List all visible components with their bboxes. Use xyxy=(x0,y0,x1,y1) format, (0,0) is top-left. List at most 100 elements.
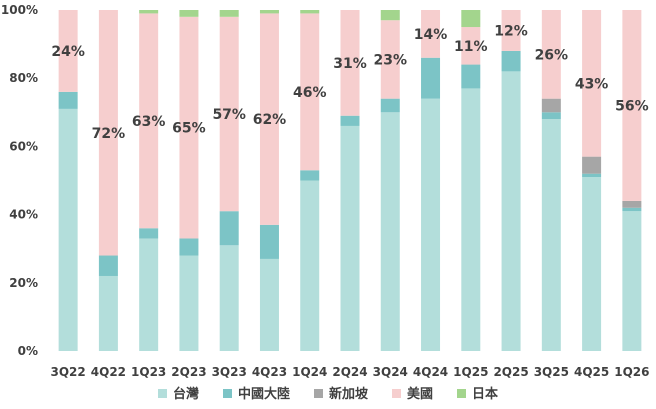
bar-segment-3Q22-0 xyxy=(58,108,78,351)
data-label: 62% xyxy=(253,112,287,128)
bars xyxy=(58,10,642,352)
bar-segment-3Q23-1 xyxy=(219,211,239,246)
bar-segment-1Q25-0 xyxy=(461,88,481,352)
bar-segment-3Q23-0 xyxy=(219,245,239,351)
bar-segment-4Q23-0 xyxy=(259,258,279,351)
legend-label: 台灣 xyxy=(173,386,199,402)
x-tick-label: 1Q26 xyxy=(614,365,649,379)
bar-segment-4Q23-1 xyxy=(259,224,279,259)
bar-segment-2Q24-1 xyxy=(340,115,360,126)
bar-segment-4Q25-0 xyxy=(582,177,602,351)
bar-segment-1Q25-4 xyxy=(461,10,481,28)
data-label: 43% xyxy=(575,76,609,92)
bar-segment-1Q25-1 xyxy=(461,64,481,89)
bar-segment-1Q24-3 xyxy=(300,13,320,171)
bar-segment-2Q24-0 xyxy=(340,125,360,351)
legend-label: 美國 xyxy=(407,386,433,402)
legend-swatch xyxy=(392,389,401,398)
bar-segment-2Q25-1 xyxy=(501,50,521,72)
x-tick-label: 4Q24 xyxy=(413,365,448,379)
x-tick-label: 4Q23 xyxy=(252,365,287,379)
bar-segment-1Q23-1 xyxy=(139,228,159,239)
y-tick-label: 80% xyxy=(9,71,38,85)
x-tick-label: 3Q25 xyxy=(534,365,569,379)
legend-label: 日本 xyxy=(472,386,498,402)
bar-segment-1Q26-3 xyxy=(622,10,642,201)
bar-segment-2Q24-3 xyxy=(340,10,360,116)
data-label: 46% xyxy=(293,85,327,101)
bar-segment-2Q25-3 xyxy=(501,10,521,51)
bar-segment-2Q25-0 xyxy=(501,71,521,351)
bar-segment-3Q25-1 xyxy=(541,112,561,120)
bar-segment-3Q23-4 xyxy=(219,10,239,17)
data-label: 63% xyxy=(132,114,166,130)
y-tick-label: 20% xyxy=(9,276,38,290)
legend-label: 新加坡 xyxy=(329,386,369,402)
bar-segment-4Q24-1 xyxy=(421,57,441,99)
bar-segment-3Q22-3 xyxy=(58,10,78,92)
bar-segment-1Q23-3 xyxy=(139,13,159,229)
bar-segment-4Q22-1 xyxy=(98,255,118,276)
x-tick-label: 1Q24 xyxy=(292,365,327,379)
bar-segment-3Q24-1 xyxy=(380,98,400,113)
bar-segment-3Q24-4 xyxy=(380,10,400,21)
bar-segment-3Q24-3 xyxy=(380,20,400,99)
bar-segment-4Q22-0 xyxy=(98,275,118,351)
data-label: 31% xyxy=(333,56,367,72)
x-tick-label: 1Q23 xyxy=(131,365,166,379)
data-label: 14% xyxy=(414,27,448,43)
y-axis: 0% 20% 40% 60% 80% 100% xyxy=(1,3,38,358)
legend: 台灣 中國大陸 新加坡 美國 日本 xyxy=(158,386,498,402)
bar-segment-3Q25-0 xyxy=(541,119,561,352)
bar-segment-4Q25-1 xyxy=(582,173,602,178)
x-tick-label: 3Q24 xyxy=(373,365,408,379)
x-tick-label: 3Q23 xyxy=(212,365,247,379)
bar-segment-1Q26-0 xyxy=(622,211,642,351)
x-tick-label: 1Q25 xyxy=(453,365,488,379)
data-label: 56% xyxy=(615,98,649,114)
data-label: 65% xyxy=(172,121,206,137)
x-tick-label: 4Q25 xyxy=(574,365,609,379)
y-tick-label: 60% xyxy=(9,139,38,153)
bar-segment-2Q23-1 xyxy=(179,238,199,256)
bar-segment-1Q25-3 xyxy=(461,27,481,65)
bar-segment-3Q23-3 xyxy=(219,16,239,212)
legend-swatch xyxy=(314,389,323,398)
bar-segment-1Q24-1 xyxy=(300,170,320,181)
bar-segment-4Q23-3 xyxy=(259,13,279,225)
data-label: 72% xyxy=(92,126,126,142)
x-tick-label: 2Q25 xyxy=(493,365,528,379)
bar-segment-2Q23-3 xyxy=(179,16,199,239)
bar-segment-4Q24-0 xyxy=(421,98,441,351)
data-label: 11% xyxy=(454,39,488,55)
data-label: 23% xyxy=(374,52,408,68)
x-tick-label: 4Q22 xyxy=(91,365,126,379)
bar-segment-4Q25-2 xyxy=(582,156,602,174)
bar-segment-2Q23-4 xyxy=(179,10,199,17)
legend-swatch xyxy=(457,389,466,398)
data-label: 24% xyxy=(51,44,85,60)
bar-segment-3Q22-1 xyxy=(58,91,78,109)
bar-segment-4Q25-3 xyxy=(582,10,602,157)
data-label: 26% xyxy=(535,47,569,63)
bar-segment-3Q25-2 xyxy=(541,98,561,113)
bar-segment-3Q25-3 xyxy=(541,10,561,99)
bar-segment-1Q23-0 xyxy=(139,238,159,351)
bar-segment-1Q23-4 xyxy=(139,10,159,14)
legend-swatch xyxy=(158,389,167,398)
y-tick-label: 100% xyxy=(1,3,38,17)
bar-segment-1Q26-2 xyxy=(622,200,642,208)
bar-segment-3Q24-0 xyxy=(380,112,400,351)
bar-segment-1Q24-0 xyxy=(300,180,320,351)
bar-segment-4Q22-3 xyxy=(98,10,118,256)
bar-segment-2Q23-0 xyxy=(179,255,199,351)
bar-segment-1Q26-1 xyxy=(622,207,642,212)
data-labels: 24% 72% 63% 65% 57% 62% 46% 31% 23% 14% 11% 12% 26% 4… xyxy=(51,23,648,141)
data-label: 57% xyxy=(212,107,246,123)
legend-label: 中國大陸 xyxy=(238,386,290,402)
x-tick-label: 2Q24 xyxy=(332,365,367,379)
y-tick-label: 0% xyxy=(18,344,38,358)
legend-swatch xyxy=(223,389,232,398)
bar-segment-4Q24-3 xyxy=(421,10,441,58)
